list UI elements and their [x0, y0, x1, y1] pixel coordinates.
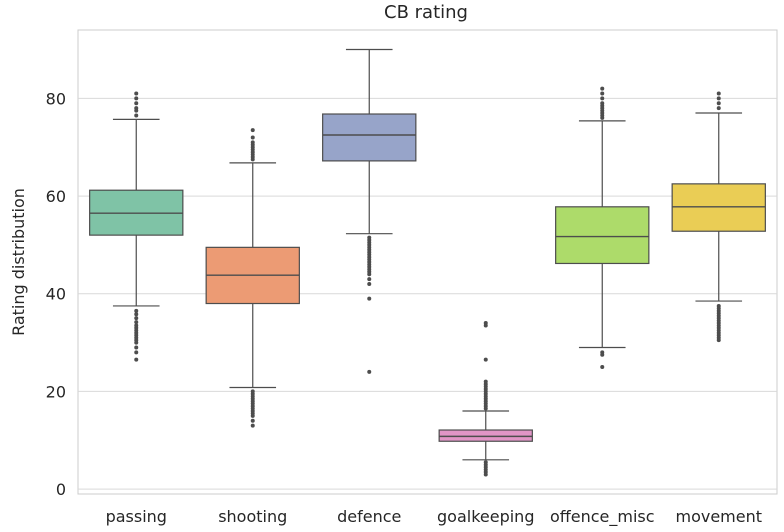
outlier-point	[600, 365, 605, 370]
outlier-point	[600, 91, 605, 96]
outlier-point	[716, 91, 721, 96]
box-goalkeeping	[438, 321, 533, 477]
x-tick-label: offence_misc	[550, 507, 655, 527]
outlier-point	[483, 357, 488, 362]
outlier-point	[134, 96, 139, 101]
gridlines	[78, 97, 777, 490]
y-tick-label: 60	[46, 187, 66, 206]
y-tick-label: 0	[56, 480, 66, 499]
x-tick-label: passing	[106, 507, 167, 526]
outlier-point	[134, 340, 139, 345]
x-tick-label: shooting	[218, 507, 287, 526]
outlier-point	[134, 312, 139, 317]
box-iqr	[555, 206, 650, 265]
outlier-point	[600, 86, 605, 91]
outlier-point	[600, 352, 605, 357]
outlier-point	[134, 320, 139, 325]
outlier-point	[367, 281, 372, 286]
y-tick-label: 20	[46, 382, 66, 401]
box-iqr	[671, 183, 766, 232]
box-movement	[671, 91, 766, 343]
outlier-point	[134, 308, 139, 313]
outlier-point	[367, 277, 372, 282]
box-shooting	[205, 128, 300, 428]
outlier-point	[134, 345, 139, 350]
outlier-point	[134, 316, 139, 321]
plot-area	[77, 29, 778, 495]
box-defence	[322, 48, 417, 374]
boxes-layer	[89, 48, 766, 477]
outlier-point	[367, 272, 372, 277]
outlier-point	[716, 338, 721, 343]
outlier-point	[600, 101, 605, 106]
outlier-point	[134, 350, 139, 355]
box-iqr	[322, 113, 417, 162]
outlier-point	[134, 91, 139, 96]
outlier-point	[250, 128, 255, 133]
outlier-point	[134, 101, 139, 106]
outlier-point	[483, 321, 488, 326]
x-tick-label: defence	[337, 507, 401, 526]
outlier-point	[483, 472, 488, 477]
outlier-point	[134, 357, 139, 362]
box-passing	[89, 91, 184, 362]
y-axis-ticks: 0 20 40 60 80	[46, 89, 66, 499]
box-offence_misc	[555, 86, 650, 370]
box-iqr	[438, 429, 533, 442]
outlier-point	[716, 96, 721, 101]
y-tick-label: 40	[46, 285, 66, 304]
outlier-point	[250, 418, 255, 423]
y-axis-label: Rating distribution	[9, 188, 28, 336]
outlier-point	[250, 423, 255, 428]
x-tick-label: goalkeeping	[437, 507, 534, 526]
outlier-point	[134, 106, 139, 111]
outlier-point	[716, 101, 721, 106]
outlier-point	[716, 106, 721, 111]
outlier-point	[367, 296, 372, 301]
x-axis-ticks: passing shooting defence goalkeeping offence…	[106, 507, 762, 527]
outlier-point	[483, 379, 488, 384]
y-tick-label: 80	[46, 89, 66, 108]
outlier-point	[600, 96, 605, 101]
outlier-point	[134, 113, 139, 118]
outlier-point	[250, 135, 255, 140]
outlier-point	[250, 413, 255, 418]
chart-title: CB rating	[384, 2, 468, 23]
x-tick-label: movement	[675, 507, 762, 526]
outlier-point	[367, 369, 372, 374]
outlier-point	[250, 140, 255, 145]
